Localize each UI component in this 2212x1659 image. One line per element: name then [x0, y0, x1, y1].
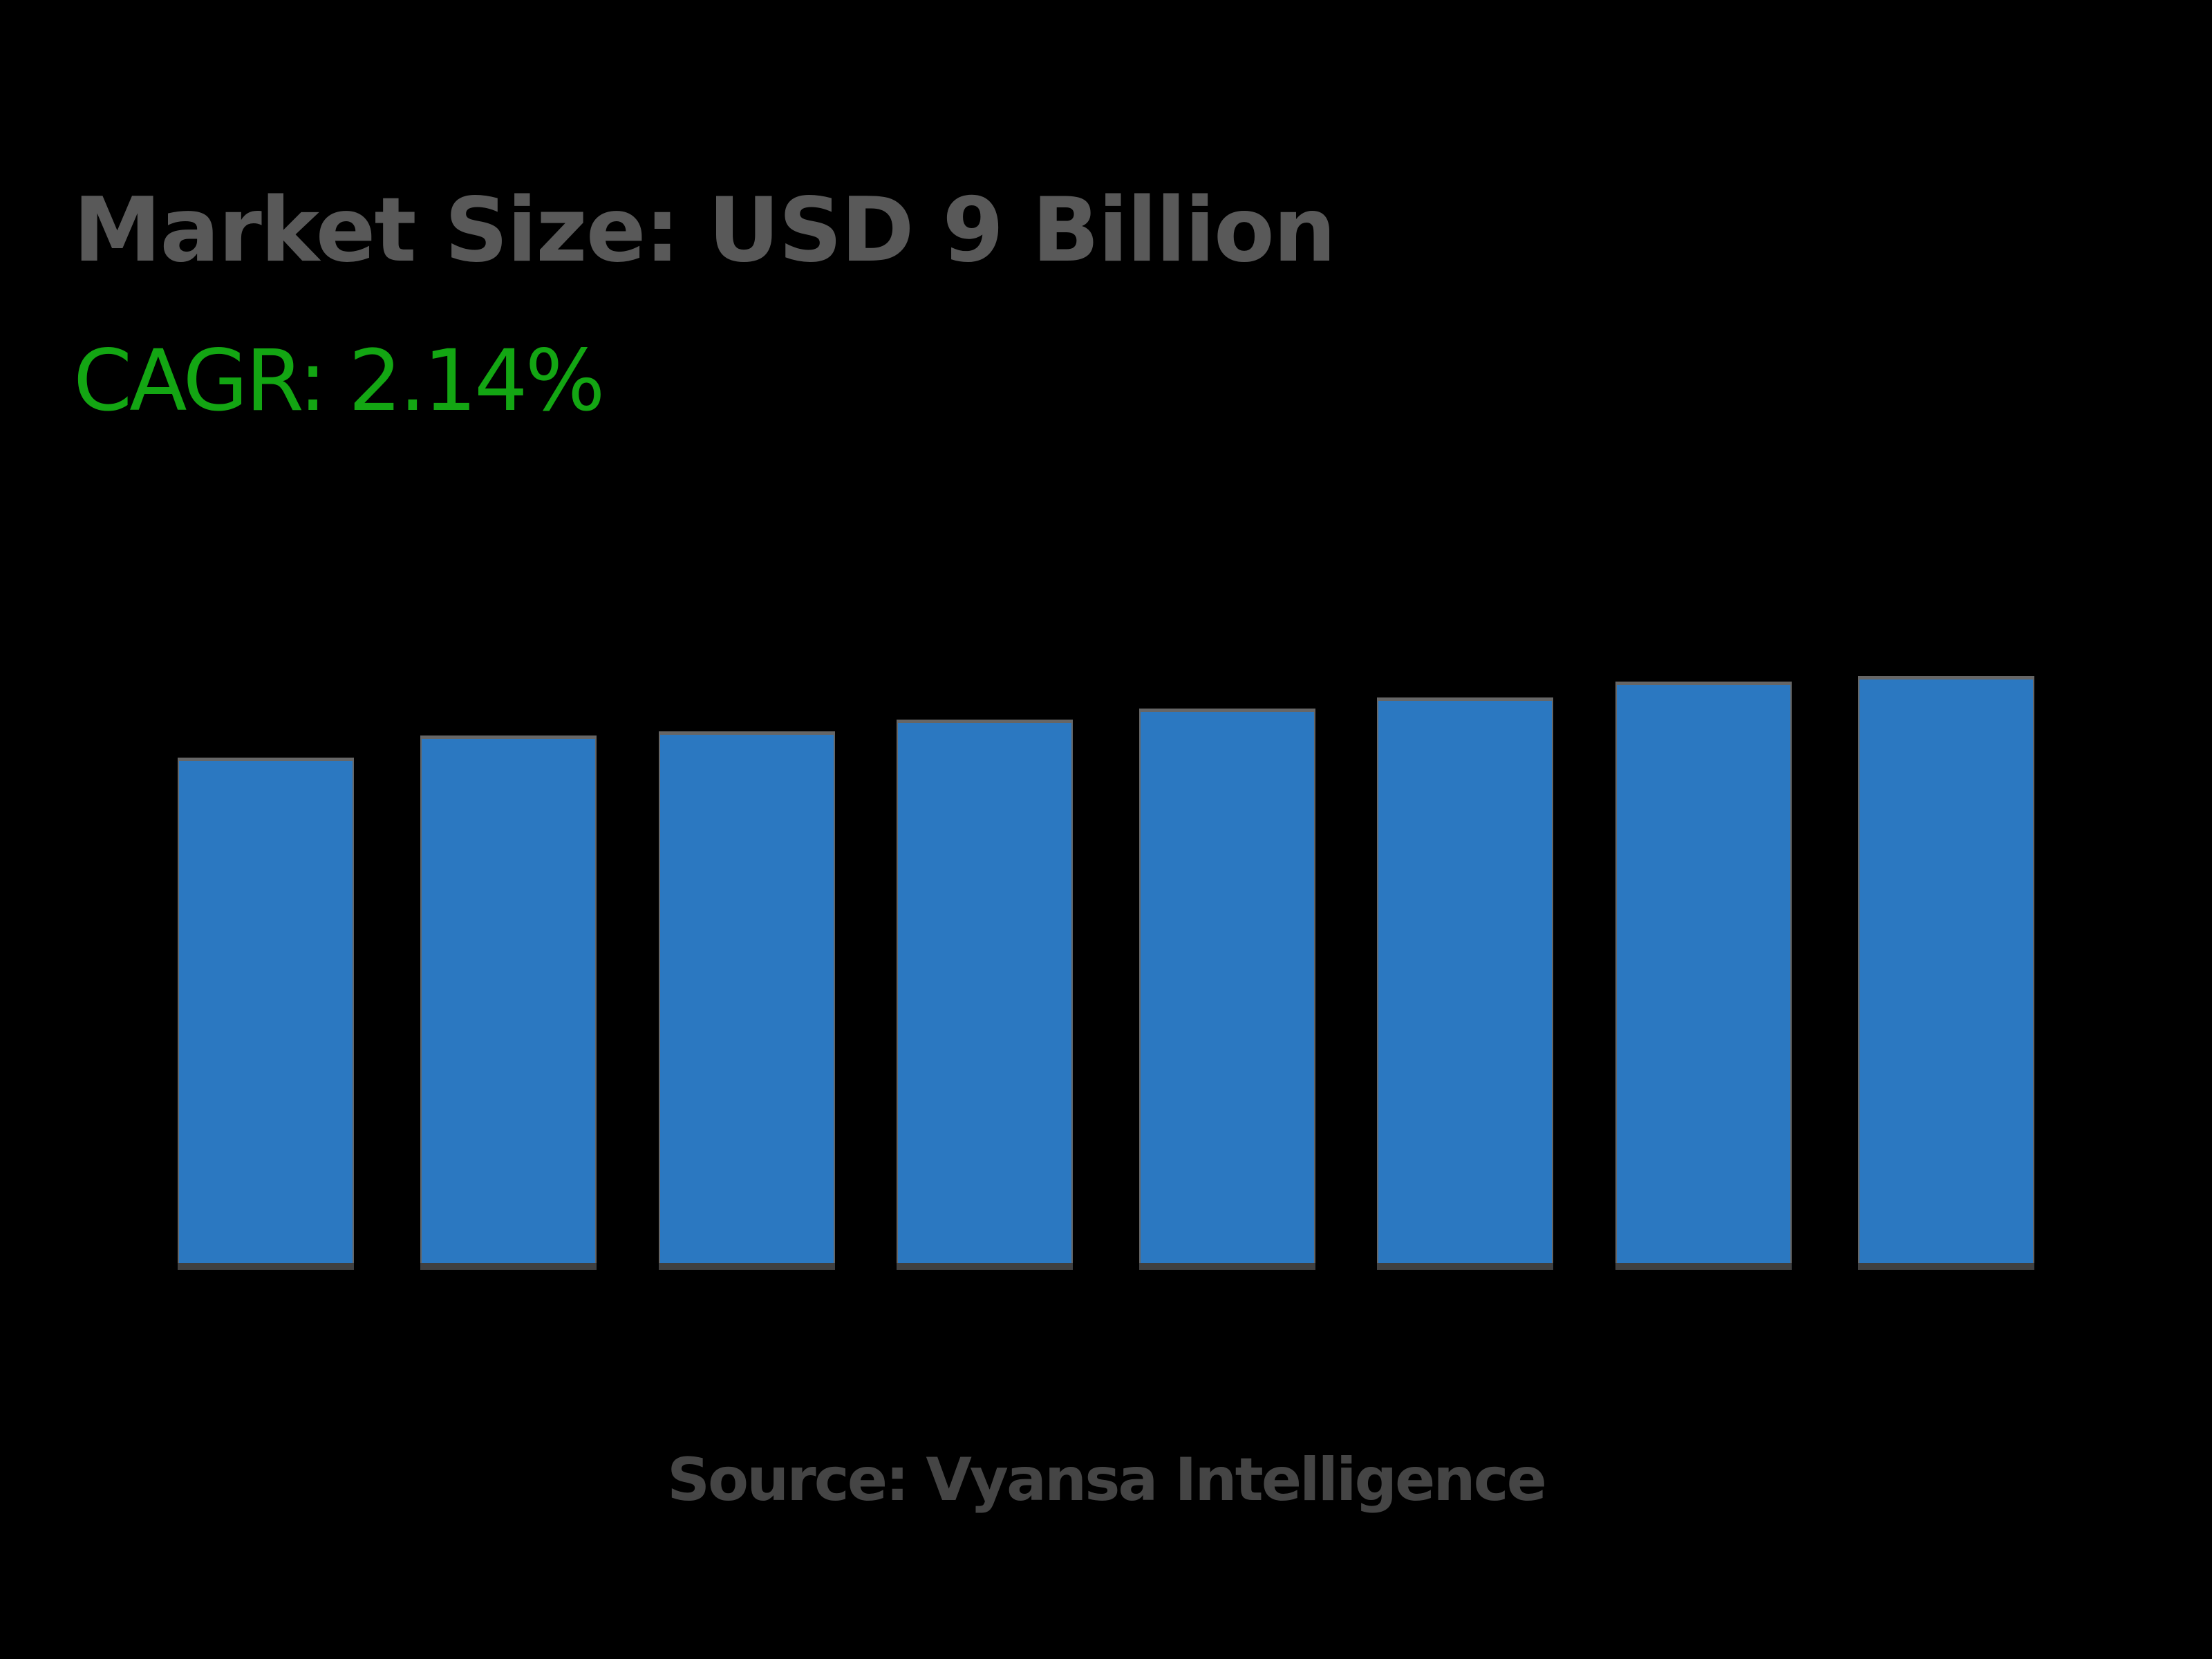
bar-baseline-shadow [1615, 1263, 1792, 1270]
bar-baseline-shadow [178, 1263, 354, 1270]
bar-1 [178, 758, 354, 1263]
bar-8 [1858, 676, 2034, 1263]
bar-6 [1377, 697, 1553, 1263]
bar-baseline-shadow [420, 1263, 597, 1270]
bar-5 [1139, 709, 1315, 1263]
bar-baseline-shadow [897, 1263, 1073, 1270]
bar-baseline-shadow [1139, 1263, 1315, 1270]
bar-baseline-shadow [1377, 1263, 1553, 1270]
bar-3 [659, 731, 835, 1263]
bar-7 [1615, 682, 1792, 1263]
bar-2 [420, 735, 597, 1263]
bar-4 [897, 720, 1073, 1263]
cagr-subtitle: CAGR: 2.14% [73, 332, 606, 430]
bar-baseline-shadow [1858, 1263, 2034, 1270]
bar-baseline-shadow [659, 1263, 835, 1270]
source-note: Source: Vyansa Intelligence [667, 1445, 1547, 1515]
market-size-title: Market Size: USD 9 Billion [73, 179, 1336, 282]
